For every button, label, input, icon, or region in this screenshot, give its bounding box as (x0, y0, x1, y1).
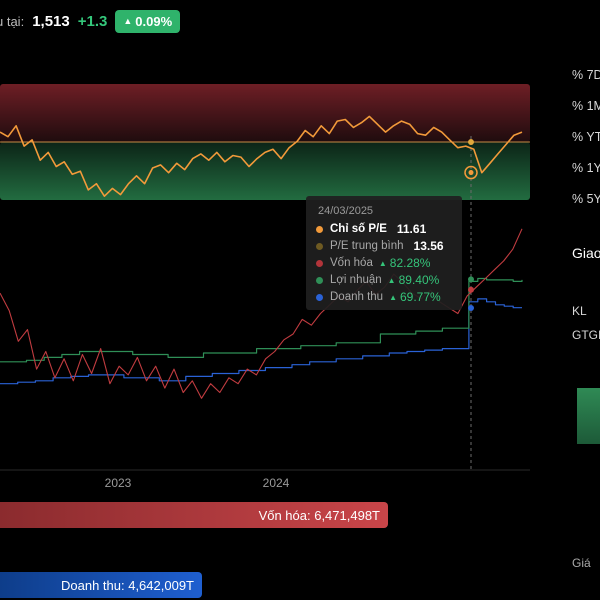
price-value: 1,513 (32, 12, 70, 30)
up-arrow-icon: ▲ (378, 258, 387, 268)
tooltip-pe-avg-label: P/E trung bình (330, 240, 404, 252)
up-arrow-icon: ▲ (123, 16, 133, 26)
period-5y[interactable]: % 5Y (572, 192, 600, 206)
loinhuan-cursor-dot (468, 276, 474, 283)
change-badge: ▲ 0.09% (115, 9, 181, 33)
vonhoa-pct-text: 82.28% (389, 256, 431, 270)
price-change: +1.3 (77, 12, 108, 30)
tooltip-row-vonhoa: Vốn hóa ▲ 82.28% (316, 255, 430, 271)
tooltip-pe-avg-value: 13.56 (413, 239, 444, 253)
tooltip-row-pe: Chỉ số P/E 11.61 (316, 221, 426, 237)
tooltip-vonhoa-pct: ▲ 82.28% (379, 256, 431, 270)
pe-dot-icon (316, 225, 323, 233)
x-tick-label: 2023 (105, 476, 132, 490)
pe-avg-cursor-dot (468, 139, 474, 146)
loinhuan-pct-text: 89.40% (398, 273, 440, 287)
pe-cursor-dot (468, 170, 474, 176)
x-tick-label: 2024 (263, 476, 290, 490)
doanhthu-bar: Doanh thu: 4,642,009T (0, 572, 202, 598)
tooltip-vonhoa-label: Vốn hóa (330, 257, 373, 269)
tooltip-loinhuan-label: Lợi nhuận (330, 274, 382, 286)
period-1y[interactable]: % 1Y (572, 161, 600, 175)
gia-label: Giá (572, 556, 591, 570)
gtgd-label: GTGI (572, 328, 600, 342)
kl-label: KL (572, 304, 587, 318)
tooltip-row-loinhuan: Lợi nhuận ▲ 89.40% (316, 272, 439, 288)
pe-avg-dot-icon (316, 242, 323, 250)
price-label: u tại: (0, 13, 25, 29)
tooltip-date: 24/03/2025 (318, 205, 374, 217)
trading-section-title: Giao (572, 245, 600, 261)
tooltip-pe-value: 11.61 (396, 222, 427, 236)
loinhuan-dot-icon (316, 276, 323, 284)
vonhoa-bar: Vốn hóa: 6,471,498T (0, 502, 388, 528)
doanhthu-pct-text: 69.77% (400, 290, 441, 304)
doanhthu-cursor-dot (468, 305, 474, 312)
doanhthu-bar-label: Doanh thu: 4,642,009T (61, 577, 194, 593)
doanhthu-dot-icon (316, 293, 323, 301)
tooltip-doanhthu-pct: ▲ 69.77% (389, 290, 441, 304)
price-header: u tại: 1,513 +1.3 ▲ 0.09% (0, 8, 181, 34)
vonhoa-cursor-dot (468, 286, 474, 293)
pe-chart[interactable]: 2023 2024 (0, 40, 600, 500)
pe-upper-band (0, 84, 530, 143)
pe-lower-band (0, 142, 530, 200)
vonhoa-dot-icon (316, 259, 323, 267)
tooltip-row-pe-avg: P/E trung bình 13.56 (316, 238, 444, 254)
vonhoa-bar-label: Vốn hóa: 6,471,498T (258, 507, 380, 523)
loinhuan-series-line (0, 277, 523, 363)
tooltip-loinhuan-pct: ▲ 89.40% (388, 273, 440, 287)
period-ytd[interactable]: % YT (572, 130, 600, 144)
period-7d[interactable]: % 7D (572, 68, 600, 82)
change-percent: 0.09% (135, 13, 173, 29)
up-arrow-icon: ▲ (387, 275, 396, 285)
tooltip-doanhthu-label: Doanh thu (330, 291, 384, 303)
doanhthu-series-line (0, 298, 522, 385)
tooltip-row-doanhthu: Doanh thu ▲ 69.77% (316, 289, 441, 305)
period-1m[interactable]: % 1M (572, 99, 600, 113)
up-arrow-icon: ▲ (389, 292, 397, 302)
volume-bar (577, 388, 600, 444)
pe-series-line (0, 115, 523, 197)
chart-tooltip: 24/03/2025 Chỉ số P/E 11.61 P/E trung bì… (306, 196, 462, 310)
pe-cursor-ring (464, 165, 478, 180)
tooltip-pe-label: Chỉ số P/E (330, 223, 387, 235)
